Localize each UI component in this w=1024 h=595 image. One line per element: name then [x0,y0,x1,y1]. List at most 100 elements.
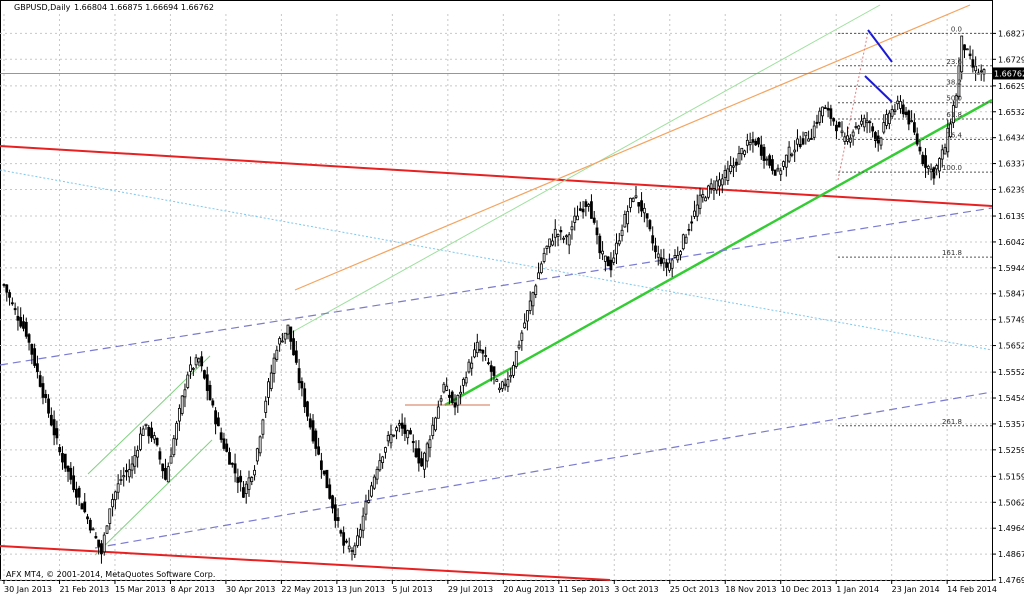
candle-body [578,208,582,211]
dotted-cyan-line [0,169,993,351]
fib-anchor-line [837,31,869,181]
candle-body [470,362,474,369]
candle-body [740,147,744,155]
candle-body [854,126,858,128]
candle-body [759,144,763,156]
y-tick-label: 1.52595 [998,446,1024,455]
candle-body [706,185,710,198]
candle-body [397,423,401,426]
candle-body [868,121,872,124]
y-tick-label: 1.65320 [998,108,1024,117]
candle-body [754,140,758,146]
fib-label: 261.8 [942,418,962,426]
candle-body [152,435,156,440]
candle-body [197,358,201,363]
candle-body [681,234,685,250]
candle-body [698,194,702,209]
candle-body [328,484,332,499]
candle-body [929,168,933,173]
y-tick-label: 1.59445 [998,264,1024,273]
candle-body [932,167,936,179]
candle-body [80,503,84,510]
candle-body [648,220,652,230]
candle-body [893,109,897,112]
fib-label: 0.0 [951,25,962,33]
candle-body [489,365,493,372]
candle-body [509,375,513,378]
candle-body [598,235,602,254]
candle-body [425,443,429,462]
y-tick-label: 1.63370 [998,160,1024,169]
candle-body [938,158,941,172]
candle-body [971,59,975,68]
candle-body [693,210,696,217]
candle-body [743,150,746,155]
candle-body [949,123,952,138]
fib-label: 23.6 [946,58,962,66]
candle-body [654,245,657,253]
candle-body [166,466,170,483]
candle-body [890,109,894,117]
candle-body [255,448,259,462]
candle-body [5,284,9,293]
candle-body [319,460,323,470]
candle-body [609,259,613,271]
candle-body [370,485,373,497]
candle-body [439,398,443,402]
candle-body [590,201,593,219]
candle-body [506,379,510,388]
candle-body [901,104,905,115]
candle-body [27,334,31,343]
candle-body [113,491,117,501]
candle-body [342,532,346,546]
candle-body [411,441,415,444]
candle-body [239,475,243,483]
candle-body [136,450,140,458]
candle-body [467,361,471,373]
candle-body [434,417,437,431]
candle-body [208,384,212,401]
candle-body [798,143,802,147]
candle-body [924,155,927,168]
candle-body [216,417,220,427]
x-tick-label: 30 Jan 2013 [4,585,52,594]
x-tick-label: 21 Feb 2013 [59,585,109,594]
y-tick-label: 1.56520 [998,342,1024,351]
candle-body [448,394,451,398]
candle-body [94,536,98,539]
x-tick-label: 15 Mar 2013 [115,585,166,594]
candle-body [459,391,462,395]
candle-body [662,258,666,264]
candle-body [940,149,944,160]
candle-body [389,433,393,444]
candle-body [968,53,972,57]
y-tick-label: 1.60420 [998,238,1024,247]
candle-body [748,142,752,146]
candle-body [353,545,357,556]
candle-body [400,422,404,429]
small-channel-upper [87,355,211,475]
candle-body [436,406,440,419]
candle-body [871,126,875,132]
y-tick-label: 1.68270 [998,29,1024,38]
candle-body [651,235,655,244]
candle-body [311,420,315,442]
candle-body [228,452,231,465]
fib-label: 161.8 [942,249,962,257]
candle-body [150,427,153,439]
candle-body [272,357,276,374]
flag-upper [867,29,893,63]
candle-body [445,385,449,391]
candle-body [951,105,955,124]
candle-body [745,139,749,146]
candle-body [77,487,81,498]
candle-body [250,477,254,483]
candle-body [815,121,819,124]
candle-body [88,519,92,531]
candle-body [347,545,351,550]
candle-body [498,387,501,391]
candle-body [570,226,574,231]
candle-body [111,499,114,508]
candle-body [314,430,318,449]
